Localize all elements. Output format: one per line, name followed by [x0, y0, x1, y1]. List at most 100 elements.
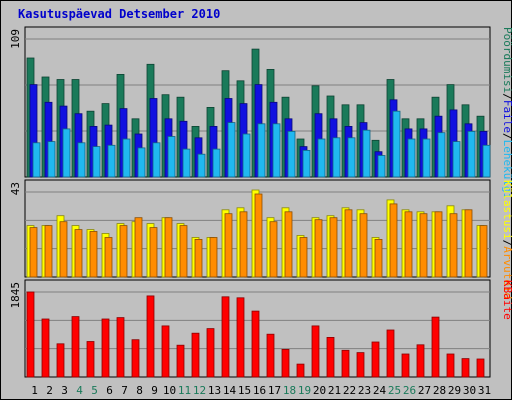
bar-bottom-KBaite-day-29	[446, 353, 455, 378]
bar-top-Lehekülgi-day-5	[92, 146, 101, 178]
x-tick-label-day-17: 17	[268, 384, 281, 397]
bar-top-Lehekülgi-day-6	[107, 144, 116, 178]
panel-bottom: 1845 KBaite	[9, 279, 512, 378]
bar-middle-Arvuteid-day-5	[89, 231, 98, 278]
bar-top-Lehekülgi-day-22	[347, 137, 356, 178]
bar-top-Lehekülgi-day-12	[197, 153, 206, 178]
legend-label-1: /	[501, 93, 512, 100]
legend-middle: Külastusi/Arvuteid	[501, 180, 512, 299]
bar-middle-Arvuteid-day-17	[269, 221, 278, 278]
bar-middle-Arvuteid-day-24	[374, 238, 383, 278]
x-tick-label-day-14: 14	[223, 384, 237, 397]
bar-top-Lehekülgi-day-14	[227, 122, 236, 178]
bar-middle-Arvuteid-day-25	[389, 203, 398, 278]
x-axis: 1 2 3 4 5 6 7 8 9 10 11 12 13 14 15 16 17 18 19 20 21 22 23 24 2…	[31, 384, 491, 397]
panel-top: 109 Pöördumisi/Faile/Lehekülgi	[9, 26, 512, 199]
bar-bottom-KBaite-day-28	[431, 316, 440, 378]
bar-top-Lehekülgi-day-18	[287, 130, 296, 178]
bar-bottom-KBaite-day-20	[311, 325, 320, 378]
bar-top-Lehekülgi-day-10	[167, 136, 176, 178]
bar-middle-Arvuteid-day-4	[74, 229, 83, 278]
bar-middle-Arvuteid-day-19	[299, 237, 308, 278]
chart-title: Kasutuspäevad Detsember 2010	[18, 7, 220, 21]
y-max-label: 1845	[9, 282, 22, 309]
bar-top-Lehekülgi-day-4	[77, 142, 86, 178]
bar-bottom-KBaite-day-24	[371, 341, 380, 378]
bar-top-Lehekülgi-day-30	[467, 130, 476, 178]
bar-bottom-KBaite-day-17	[266, 333, 275, 378]
bar-bottom-KBaite-day-15	[236, 297, 245, 378]
bar-middle-Arvuteid-day-13	[209, 237, 218, 278]
bar-middle-Arvuteid-day-10	[164, 217, 173, 278]
bar-middle-Arvuteid-day-6	[104, 237, 113, 278]
bar-bottom-KBaite-day-4	[71, 316, 80, 378]
chart-panels: 109 Pöördumisi/Faile/Lehekülgi 43 Külastusi…	[9, 26, 512, 378]
legend-top: Pöördumisi/Faile/Lehekülgi	[501, 27, 512, 199]
bar-top-Lehekülgi-day-23	[362, 129, 371, 178]
bar-middle-Arvuteid-day-30	[464, 209, 473, 278]
x-tick-label-day-19: 19	[298, 384, 311, 397]
bar-bottom-KBaite-day-2	[41, 318, 50, 378]
x-tick-label-day-2: 2	[46, 384, 53, 397]
bar-top-Lehekülgi-day-2	[47, 141, 56, 178]
bar-bottom-KBaite-day-27	[416, 344, 425, 378]
bar-bottom-KBaite-day-22	[341, 349, 350, 378]
bar-bottom-KBaite-day-6	[101, 318, 110, 378]
bar-top-Lehekülgi-day-16	[257, 123, 266, 178]
legend-label-0: Pöördumisi	[501, 27, 512, 93]
bar-middle-Arvuteid-day-23	[359, 213, 368, 278]
y-max-label: 109	[9, 29, 22, 49]
x-tick-label-day-12: 12	[193, 384, 206, 397]
bar-middle-Arvuteid-day-31	[479, 225, 488, 278]
x-tick-label-day-1: 1	[31, 384, 38, 397]
bar-bottom-KBaite-day-16	[251, 310, 260, 378]
x-tick-label-day-18: 18	[283, 384, 296, 397]
bar-bottom-KBaite-day-25	[386, 329, 395, 378]
bar-middle-Arvuteid-day-1	[29, 227, 38, 278]
bar-middle-Arvuteid-day-12	[194, 238, 203, 278]
bar-top-Lehekülgi-day-9	[152, 142, 161, 178]
x-tick-label-day-13: 13	[208, 384, 221, 397]
bar-middle-Arvuteid-day-8	[134, 217, 143, 278]
x-tick-label-day-5: 5	[91, 384, 98, 397]
bar-top-Lehekülgi-day-11	[182, 148, 191, 178]
x-tick-label-day-10: 10	[163, 384, 176, 397]
bar-middle-Arvuteid-day-16	[254, 193, 263, 278]
bar-middle-Arvuteid-day-29	[449, 213, 458, 278]
legend-text: Külastusi/Arvuteid	[501, 180, 512, 299]
legend-label-2: Faile	[501, 100, 512, 133]
bar-top-Lehekülgi-day-21	[332, 137, 341, 178]
legend-bottom: KBaite	[501, 280, 512, 320]
bar-bottom-KBaite-day-10	[161, 325, 170, 378]
bar-middle-Arvuteid-day-2	[44, 225, 53, 278]
bar-top-Lehekülgi-day-19	[302, 149, 311, 178]
bar-bottom-KBaite-day-14	[221, 296, 230, 378]
bar-top-Lehekülgi-day-8	[137, 147, 146, 178]
x-tick-label-day-20: 20	[313, 384, 326, 397]
legend-label-0: Külastusi	[501, 180, 512, 240]
bar-top-Lehekülgi-day-1	[32, 142, 41, 178]
y-max-label: 43	[9, 182, 22, 195]
x-tick-label-day-26: 26	[403, 384, 416, 397]
bar-top-Lehekülgi-day-27	[422, 138, 431, 178]
x-tick-label-day-25: 25	[388, 384, 401, 397]
x-tick-label-day-9: 9	[151, 384, 158, 397]
bar-bottom-KBaite-day-11	[176, 344, 185, 378]
bar-top-Lehekülgi-day-17	[272, 123, 281, 178]
x-tick-label-day-3: 3	[61, 384, 68, 397]
bar-bottom-KBaite-day-30	[461, 358, 470, 378]
legend-label-3: /	[501, 133, 512, 140]
bar-bottom-KBaite-day-1	[26, 291, 35, 378]
bar-top-Lehekülgi-day-25	[392, 110, 401, 178]
x-tick-label-day-7: 7	[121, 384, 128, 397]
bar-bottom-KBaite-day-3	[56, 343, 65, 378]
x-tick-label-day-29: 29	[448, 384, 461, 397]
bar-bottom-KBaite-day-31	[476, 358, 485, 378]
bar-middle-Arvuteid-day-9	[149, 227, 158, 278]
bar-middle-Arvuteid-day-11	[179, 225, 188, 278]
x-tick-label-day-22: 22	[343, 384, 356, 397]
bar-middle-Arvuteid-day-18	[284, 211, 293, 278]
x-tick-label-day-28: 28	[433, 384, 446, 397]
bar-middle-Arvuteid-day-27	[419, 213, 428, 278]
